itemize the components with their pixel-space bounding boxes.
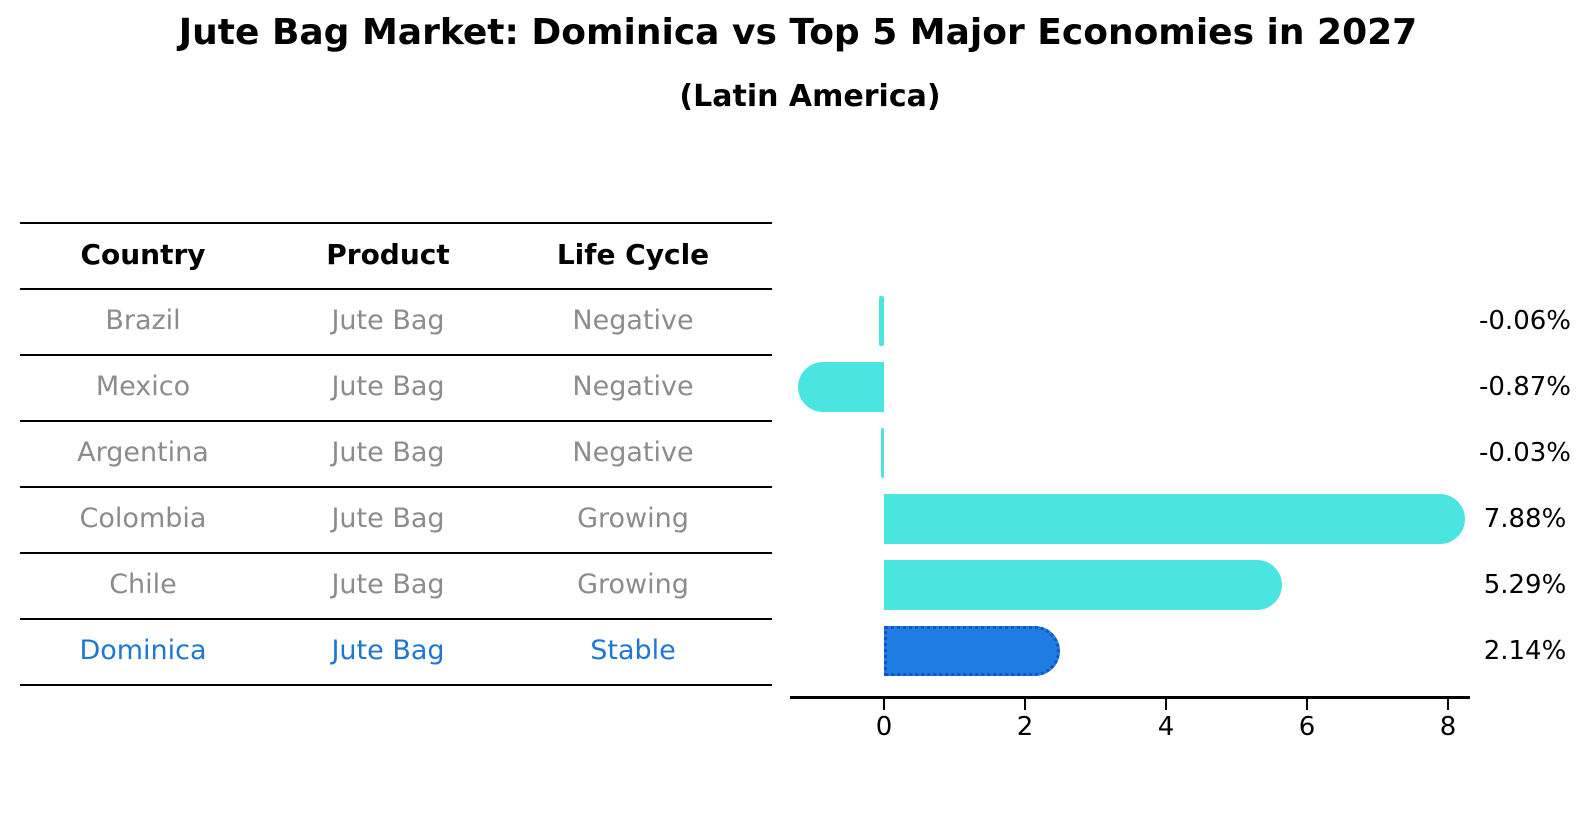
x-axis-tick-label: 0: [875, 712, 893, 742]
bar-dominica: [884, 626, 1060, 676]
table-cell-country: Brazil: [105, 305, 181, 336]
table-header-life-cycle: Life Cycle: [556, 238, 710, 271]
table-cell-product: Jute Bag: [331, 371, 445, 402]
table-cell-country: Argentina: [77, 437, 209, 468]
table-divider-line: [20, 420, 772, 422]
table-divider-line: [20, 684, 772, 686]
table-header-product: Product: [326, 238, 450, 271]
x-axis-tick-label: 2: [1016, 712, 1034, 742]
table-divider-line: [20, 222, 772, 224]
chart-subtitle: (Latin America): [679, 79, 941, 114]
table-cell-life-cycle: Stable: [590, 635, 676, 666]
table-divider-line: [20, 618, 772, 620]
bar-value-label: -0.87%: [1479, 372, 1571, 402]
x-axis-tick-label: 4: [1157, 712, 1175, 742]
bar-chile: [884, 560, 1282, 610]
table-cell-product: Jute Bag: [331, 503, 445, 534]
bar-value-label: 5.29%: [1483, 570, 1567, 600]
bar-colombia: [884, 494, 1465, 544]
table-cell-product: Jute Bag: [331, 305, 445, 336]
table-cell-product: Jute Bag: [331, 437, 445, 468]
table-divider-line: [20, 486, 772, 488]
bar-value-label: 2.14%: [1483, 636, 1567, 666]
chart-title: Jute Bag Market: Dominica vs Top 5 Major…: [178, 12, 1418, 53]
x-axis-tick-label: 6: [1298, 712, 1316, 742]
bar-value-label: -0.06%: [1479, 306, 1571, 336]
bar-value-label: 7.88%: [1483, 504, 1567, 534]
x-axis-tick: [1165, 699, 1167, 710]
table-header-country: Country: [80, 238, 206, 271]
x-axis-tick: [883, 699, 885, 710]
x-axis-tick: [1447, 699, 1449, 710]
table-cell-life-cycle: Negative: [572, 305, 694, 336]
table-cell-country: Chile: [109, 569, 177, 600]
table-cell-country: Mexico: [95, 371, 191, 402]
table-cell-life-cycle: Negative: [572, 437, 694, 468]
x-axis-tick: [1306, 699, 1308, 710]
x-axis-tick-label: 8: [1439, 712, 1457, 742]
x-axis-tick: [1024, 699, 1026, 710]
table-cell-life-cycle: Negative: [572, 371, 694, 402]
table-divider-line: [20, 288, 772, 290]
bar-brazil: [879, 296, 884, 346]
table-cell-life-cycle: Growing: [577, 503, 689, 534]
table-cell-country: Dominica: [79, 635, 207, 666]
table-divider-line: [20, 552, 772, 554]
table-cell-life-cycle: Growing: [577, 569, 689, 600]
table-cell-product: Jute Bag: [331, 569, 445, 600]
table-cell-product: Jute Bag: [331, 635, 445, 666]
table-cell-country: Colombia: [79, 503, 207, 534]
table-divider-line: [20, 354, 772, 356]
bar-argentina: [881, 428, 884, 478]
x-axis-line: [790, 696, 1470, 699]
bar-mexico: [798, 362, 884, 412]
bar-value-label: -0.03%: [1479, 438, 1571, 468]
